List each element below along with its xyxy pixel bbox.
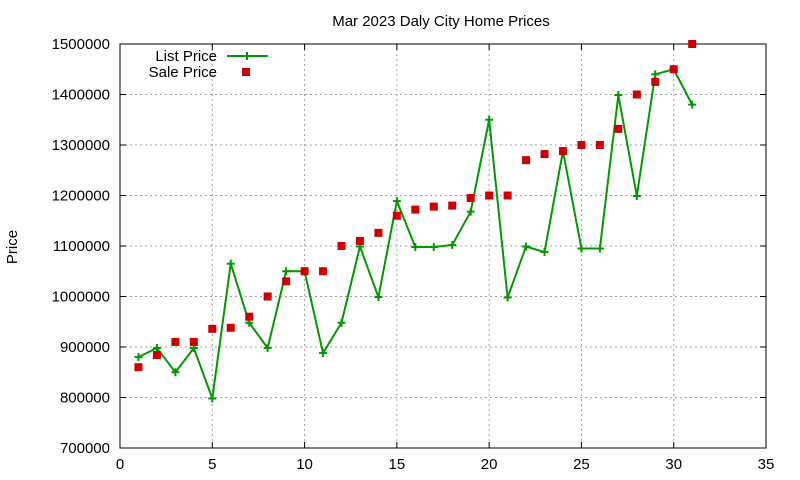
sale-price-point <box>337 242 346 250</box>
y-tick-label: 1100000 <box>53 238 110 255</box>
sale-price-point <box>226 323 235 332</box>
list-price-point <box>374 293 383 302</box>
sale-price-point <box>171 337 180 346</box>
y-tick-label: 800000 <box>60 390 110 407</box>
x-tick-label: 5 <box>208 456 216 473</box>
list-price-point <box>263 344 272 353</box>
sale-price-point <box>411 205 420 214</box>
y-tick-label: 1500000 <box>52 36 110 53</box>
list-price-point <box>208 394 217 403</box>
y-tick-label: 900000 <box>60 339 110 356</box>
list-price-point <box>503 293 512 302</box>
list-price-point <box>134 353 143 362</box>
x-tick-label: 35 <box>758 456 775 473</box>
list-price-point <box>226 259 235 268</box>
sale-price-point <box>300 267 309 276</box>
sale-price-point <box>485 191 494 200</box>
list-price-point <box>171 368 180 377</box>
y-tick-label: 1400000 <box>52 87 110 104</box>
list-price-point <box>282 267 291 276</box>
sale-price-point <box>189 337 198 346</box>
sale-price-point <box>651 77 660 86</box>
sale-price-point <box>355 236 364 245</box>
y-tick-label: 700000 <box>60 440 110 457</box>
x-tick-label: 15 <box>389 456 406 473</box>
sale-price-point <box>669 65 678 74</box>
list-price-line <box>138 68 694 399</box>
sale-price-point <box>245 312 254 321</box>
list-price-point <box>651 70 660 79</box>
list-price-point <box>337 318 346 327</box>
chart-title: Mar 2023 Daly City Home Prices <box>332 13 550 30</box>
plot-area <box>134 40 697 403</box>
sale-price-point <box>134 363 143 372</box>
list-price-point <box>429 243 438 252</box>
list-price-point <box>577 244 586 253</box>
sale-price-point <box>392 211 401 220</box>
sale-price-point <box>614 124 623 133</box>
y-axis-label: Price <box>4 230 21 264</box>
sale-price-point <box>632 90 641 99</box>
list-price-point <box>448 240 457 249</box>
sale-price-point <box>595 141 604 149</box>
sale-price-point <box>429 202 438 211</box>
list-price-point <box>522 242 531 251</box>
grid <box>120 44 766 448</box>
list-price-point <box>466 207 475 216</box>
legend-label: Sale Price <box>149 64 217 81</box>
legend-label: List Price <box>155 48 217 65</box>
sale-price-point <box>374 228 383 237</box>
x-tick-label: 20 <box>481 456 498 473</box>
list-price-point <box>595 244 604 253</box>
sale-price-point <box>522 156 531 165</box>
x-tick-label: 25 <box>573 456 590 473</box>
legend-marker <box>242 68 250 76</box>
axes <box>119 43 767 449</box>
legend-marker <box>243 52 251 60</box>
y-tick-label: 1000000 <box>52 289 110 306</box>
y-tick-label: 1200000 <box>52 188 110 205</box>
sale-price-point <box>448 201 457 210</box>
sale-price-point <box>540 150 549 159</box>
list-price-point <box>632 192 641 201</box>
list-price-point <box>485 115 494 124</box>
sale-price-point <box>577 141 586 149</box>
sale-price-point <box>282 277 291 286</box>
y-tick-label: 1300000 <box>52 137 110 154</box>
tick-labels: 0 5 10 15 20 25 30 35 700000 800000 900000 1000000 1… <box>52 36 775 473</box>
list-price-point <box>614 91 623 100</box>
x-tick-label: 10 <box>296 456 313 473</box>
sale-price-point <box>152 351 161 360</box>
sale-price-point <box>466 194 475 203</box>
sale-price-point <box>208 324 217 333</box>
list-price-point <box>152 344 161 353</box>
sale-price-point <box>558 147 567 156</box>
list-price-point <box>540 248 549 257</box>
sale-price-point <box>503 191 512 200</box>
sale-price-point <box>263 292 272 301</box>
list-price-point <box>392 197 401 206</box>
x-tick-label: 30 <box>665 456 682 473</box>
x-tick-label: 0 <box>116 456 124 473</box>
sale-price-point <box>319 267 328 276</box>
list-price-point <box>688 100 697 109</box>
sale-price-point <box>688 40 697 48</box>
list-price-point <box>319 349 328 358</box>
list-price-point <box>411 243 420 252</box>
